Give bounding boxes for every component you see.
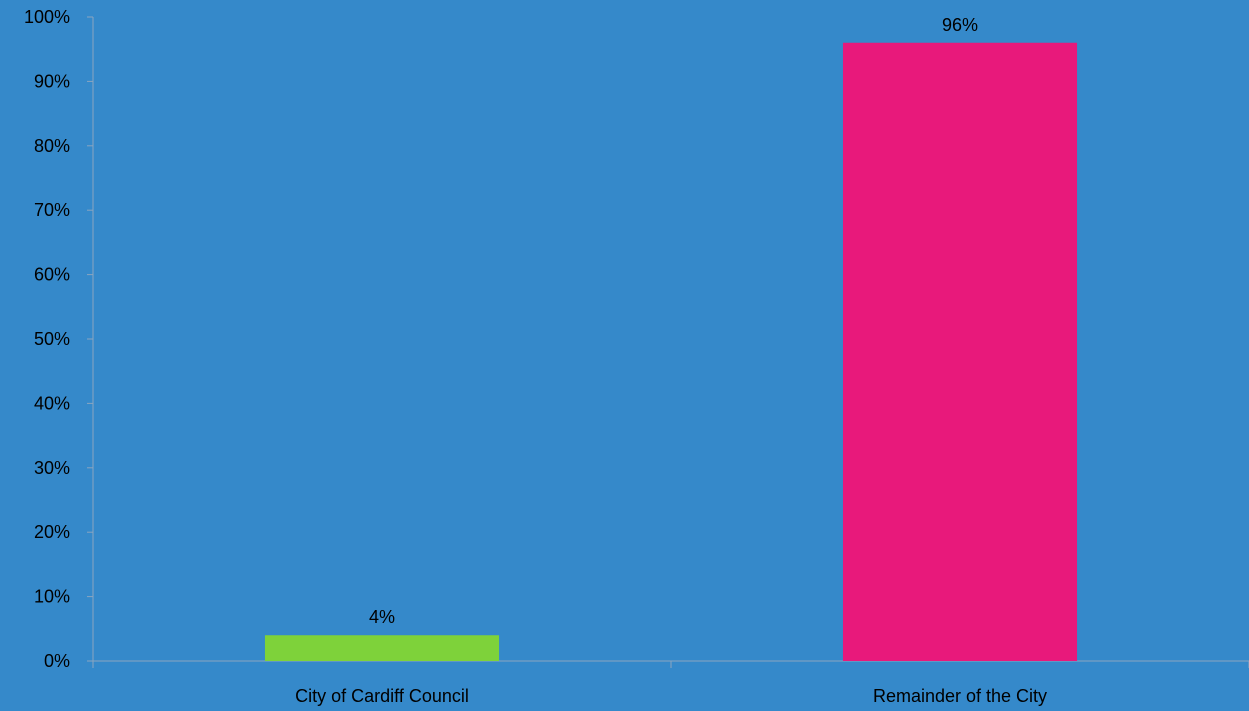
- y-tick-label: 80%: [34, 136, 70, 156]
- y-tick-label: 100%: [24, 7, 70, 27]
- y-tick-label: 40%: [34, 393, 70, 413]
- y-tick-label: 70%: [34, 200, 70, 220]
- y-tick-label: 20%: [34, 522, 70, 542]
- y-tick-label: 50%: [34, 329, 70, 349]
- x-tick-label: City of Cardiff Council: [295, 686, 469, 706]
- data-label: 96%: [942, 15, 978, 35]
- y-tick-label: 10%: [34, 587, 70, 607]
- data-label: 4%: [369, 607, 395, 627]
- x-tick-label: Remainder of the City: [873, 686, 1047, 706]
- bar: [842, 42, 1078, 661]
- y-tick-label: 30%: [34, 458, 70, 478]
- y-tick-label: 0%: [44, 651, 70, 671]
- y-tick-label: 60%: [34, 265, 70, 285]
- y-tick-label: 90%: [34, 71, 70, 91]
- bar: [264, 635, 500, 661]
